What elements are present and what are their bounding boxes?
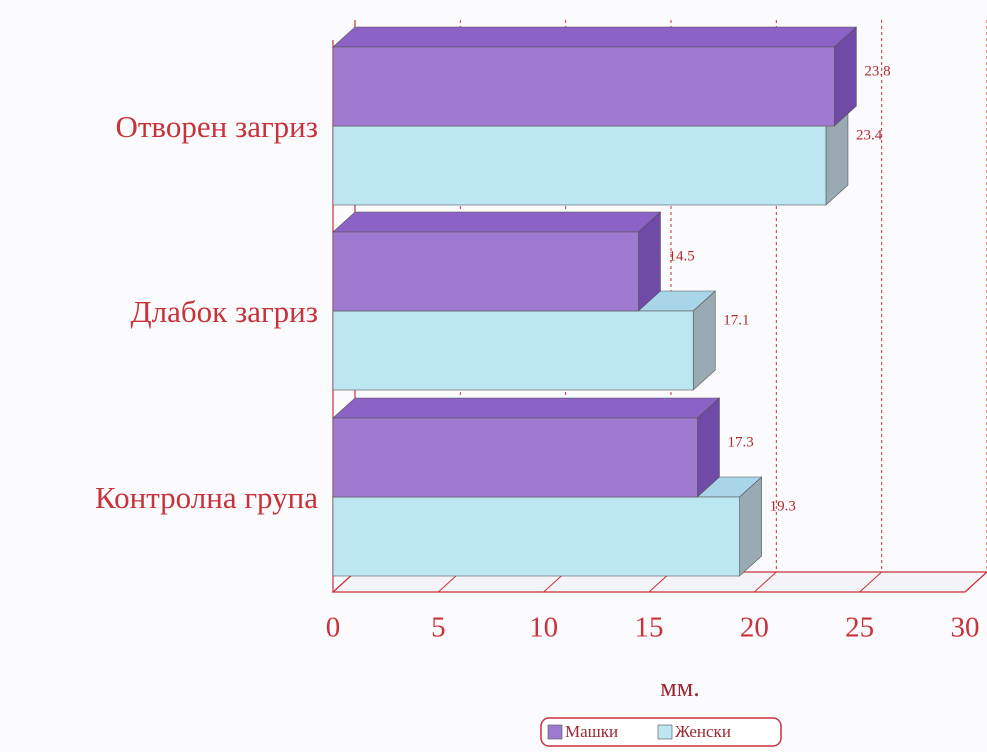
legend-swatch (547, 724, 563, 740)
bar (332, 310, 694, 391)
value-label: 17.1 (723, 312, 749, 328)
value-label: 17.3 (727, 434, 753, 450)
bar (332, 496, 740, 577)
bar-top (332, 26, 858, 48)
category-label: Длабок загриз (130, 294, 318, 329)
value-label: 23.4 (856, 127, 883, 143)
bar (332, 417, 698, 498)
bar (332, 125, 827, 206)
bar-top (332, 397, 721, 419)
category-label: Отворен загриз (115, 109, 318, 144)
value-label: 19.3 (770, 498, 796, 514)
bar (332, 231, 639, 312)
x-tick-label: 30 (951, 612, 980, 644)
value-label: 23.8 (864, 63, 890, 79)
bar-top (332, 211, 662, 233)
x-tick-label: 10 (529, 612, 558, 644)
bar (332, 46, 835, 127)
legend-label: Машки (565, 722, 618, 741)
x-tick-label: 5 (431, 612, 446, 644)
x-tick-label: 0 (326, 612, 341, 644)
x-axis-label: мм. (660, 673, 699, 702)
tick-mark (964, 571, 987, 593)
value-label: 14.5 (668, 248, 694, 264)
legend-swatch (657, 724, 673, 740)
tick-mark (753, 571, 777, 593)
x-tick-label: 25 (845, 612, 874, 644)
legend-label: Женски (675, 722, 731, 741)
category-label: Контролна група (95, 480, 318, 515)
x-tick-label: 20 (740, 612, 769, 644)
tick-mark (859, 571, 883, 593)
x-tick-label: 15 (635, 612, 664, 644)
